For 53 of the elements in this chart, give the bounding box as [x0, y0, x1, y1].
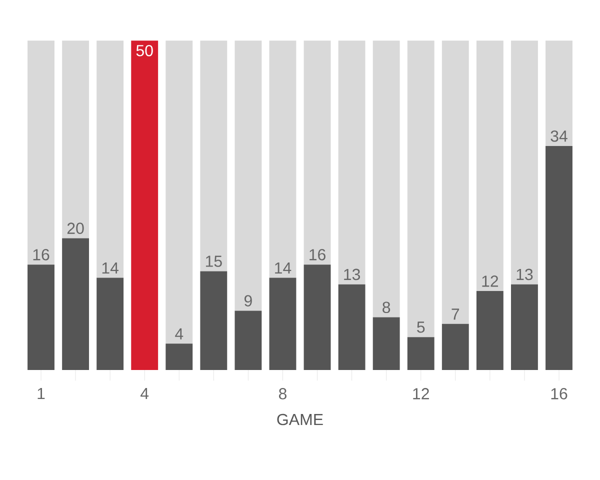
bar [234, 40, 262, 311]
bar [372, 317, 400, 370]
bar [304, 264, 331, 370]
bar [269, 40, 296, 278]
data-label: 50 [136, 44, 153, 56]
bar [200, 40, 228, 272]
bar [200, 271, 228, 370]
data-label: 8 [382, 302, 390, 314]
bar [442, 40, 469, 324]
x-tick-label: 8 [278, 388, 286, 400]
bar [476, 290, 504, 370]
bar [131, 40, 158, 370]
bar [62, 238, 90, 370]
x-tick-label: 4 [140, 388, 149, 400]
data-label: 12 [482, 276, 498, 287]
bar [476, 40, 504, 291]
data-label: 34 [550, 130, 568, 142]
data-label: 5 [417, 322, 425, 333]
bar [546, 40, 572, 146]
bar [234, 310, 262, 370]
x-tick-label: 16 [551, 388, 568, 400]
bar [96, 40, 124, 278]
bar [338, 284, 366, 370]
bar [372, 40, 400, 318]
bar [269, 278, 296, 370]
bar [511, 40, 538, 284]
bar [338, 40, 366, 284]
data-label: 16 [310, 249, 326, 260]
data-label: 9 [244, 295, 252, 306]
bar [96, 278, 124, 370]
data-label: 7 [452, 308, 460, 320]
bar [62, 40, 90, 238]
bar [407, 40, 434, 338]
data-label: 14 [102, 262, 118, 274]
bar [28, 40, 54, 265]
data-label: 13 [516, 268, 533, 280]
bar [304, 40, 331, 265]
bar [407, 337, 434, 370]
data-label: 15 [206, 256, 222, 267]
bar [511, 284, 538, 370]
bar [166, 40, 193, 344]
data-label: 4 [175, 328, 184, 340]
bar [166, 344, 193, 370]
data-label: 14 [275, 262, 292, 274]
data-label: 13 [344, 268, 360, 280]
bar [442, 324, 469, 370]
bar [546, 146, 572, 370]
data-label: 16 [33, 249, 50, 260]
x-tick-label: 12 [413, 388, 429, 400]
data-label: 20 [67, 222, 84, 234]
x-axis-title: GAME [277, 414, 323, 426]
x-tick-label: 1 [38, 388, 45, 400]
bar [28, 264, 54, 370]
